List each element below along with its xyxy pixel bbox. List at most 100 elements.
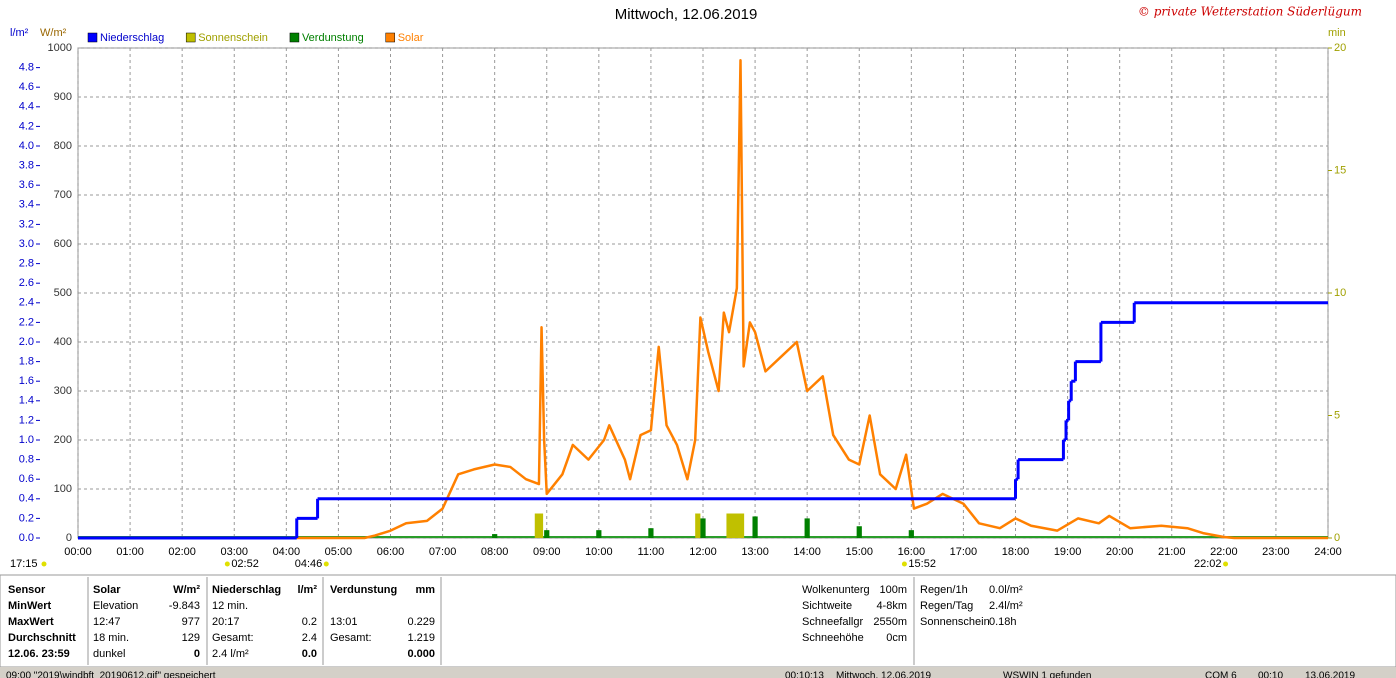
stats-cell: 0.229 (407, 616, 435, 628)
info-value: 0cm (886, 632, 907, 644)
bar (734, 513, 740, 538)
legend-label: Solar (398, 32, 424, 44)
stats-cell: 12.06. 23:59 (8, 648, 70, 660)
legend-swatch (185, 32, 196, 43)
stats-cell: MaxWert (8, 616, 54, 628)
copyright: © private Wetterstation Süderlügum (1138, 5, 1362, 19)
y2-tick-label: 10 (1334, 287, 1346, 299)
x-tick-label: 06:00 (377, 546, 405, 558)
stats-cell: 13:01 (330, 616, 358, 628)
bar (534, 513, 540, 538)
y3-tick-label: 700 (54, 189, 72, 201)
x-tick-label: 22:00 (1210, 546, 1238, 558)
y-tick-label: 4.0 (19, 140, 34, 152)
y-tick-label: 4.4 (19, 101, 34, 113)
event-marker (224, 561, 230, 567)
y2-unit: min (1328, 27, 1346, 39)
info-value: 100m (879, 584, 907, 596)
x-tick-label: 00:00 (64, 546, 92, 558)
bar (804, 518, 810, 538)
y3-tick-label: 100 (54, 483, 72, 495)
y3-tick-label: 800 (54, 140, 72, 152)
status-text: Mittwoch, 12.06.2019 (836, 671, 931, 678)
bar (537, 513, 544, 538)
x-tick-label: 04:00 (273, 546, 301, 558)
event-label: 04:46 (295, 558, 323, 570)
stats-cell: mm (415, 584, 435, 596)
y-tick-label: 2.2 (19, 316, 34, 328)
prev-dot (41, 561, 47, 567)
stats-cell: 0.0 (302, 648, 317, 660)
x-tick-label: 15:00 (845, 546, 873, 558)
x-tick-label: 23:00 (1262, 546, 1290, 558)
stats-cell: 20:17 (212, 616, 240, 628)
info-label: Sichtweite (802, 600, 852, 612)
info-value: 0.18h (989, 616, 1017, 628)
legend-label: Niederschlag (100, 32, 164, 44)
x-tick-label: 20:00 (1106, 546, 1134, 558)
status-text: 13.06.2019 (1305, 671, 1355, 678)
stats-cell: 0.2 (302, 616, 317, 628)
event-label: 02:52 (231, 558, 259, 570)
bar (700, 518, 706, 538)
y-tick-label: 0.8 (19, 454, 34, 466)
y2-tick-label: 5 (1334, 409, 1340, 421)
stats-cell: Gesamt: (330, 632, 372, 644)
x-tick-label: 17:00 (950, 546, 978, 558)
status-text: 00:10:13 (785, 671, 824, 678)
stats-cell: 129 (182, 632, 200, 644)
status-bar (0, 667, 1396, 678)
stats-cell: Sensor (8, 584, 46, 596)
x-tick-label: 01:00 (116, 546, 144, 558)
y-tick-label: 0.0 (19, 532, 34, 544)
stats-cell: 1.219 (407, 632, 435, 644)
stats-cell: dunkel (93, 648, 125, 660)
stats-cell: 18 min. (93, 632, 129, 644)
y3-tick-label: 500 (54, 287, 72, 299)
bar (596, 530, 602, 538)
stats-cell: 977 (182, 616, 200, 628)
info-label: Wolkenunterg (802, 584, 870, 596)
x-tick-label: 11:00 (638, 546, 665, 558)
y-tick-label: 4.2 (19, 120, 34, 132)
stats-cell: W/m² (173, 584, 200, 596)
stats-cell: 12 min. (212, 600, 248, 612)
stats-cell: MinWert (8, 600, 52, 612)
y3-tick-label: 400 (54, 336, 72, 348)
bar (544, 530, 550, 538)
stats-cell: -9.843 (169, 600, 200, 612)
solar-line (78, 59, 1328, 540)
info-label: Regen/Tag (920, 600, 973, 612)
y-tick-label: 0.2 (19, 512, 34, 524)
x-tick-label: 07:00 (429, 546, 457, 558)
x-tick-label: 09:00 (533, 546, 561, 558)
y2-tick-label: 15 (1334, 164, 1346, 176)
legend-swatch (289, 32, 300, 43)
event-marker (323, 561, 329, 567)
stats-cell: Gesamt: (212, 632, 254, 644)
x-tick-label: 14:00 (793, 546, 821, 558)
y-tick-label: 1.0 (19, 434, 34, 446)
info-label: Sonnenschein (920, 616, 990, 628)
y-tick-label: 2.4 (19, 297, 34, 309)
status-text: COM 6 (1205, 671, 1237, 678)
info-label: Schneefallgr (802, 616, 863, 628)
event-marker (901, 561, 907, 567)
y3-tick-label: 900 (54, 91, 72, 103)
bar (908, 530, 914, 538)
y-tick-label: 2.0 (19, 336, 34, 348)
y-tick-label: 3.0 (19, 238, 34, 250)
x-tick-label: 18:00 (1002, 546, 1030, 558)
x-tick-label: 13:00 (741, 546, 769, 558)
y-tick-label: 1.2 (19, 414, 34, 426)
stats-cell: l/m² (297, 584, 317, 596)
y-tick-label: 1.8 (19, 356, 34, 368)
info-value: 4-8km (876, 600, 907, 612)
info-value: 2550m (873, 616, 907, 628)
event-label: 15:52 (908, 558, 936, 570)
x-tick-label: 08:00 (481, 546, 509, 558)
info-value: 2.4l/m² (989, 600, 1023, 612)
x-tick-label: 10:00 (585, 546, 613, 558)
y-unit: l/m² (10, 27, 29, 39)
y3-tick-label: 600 (54, 238, 72, 250)
